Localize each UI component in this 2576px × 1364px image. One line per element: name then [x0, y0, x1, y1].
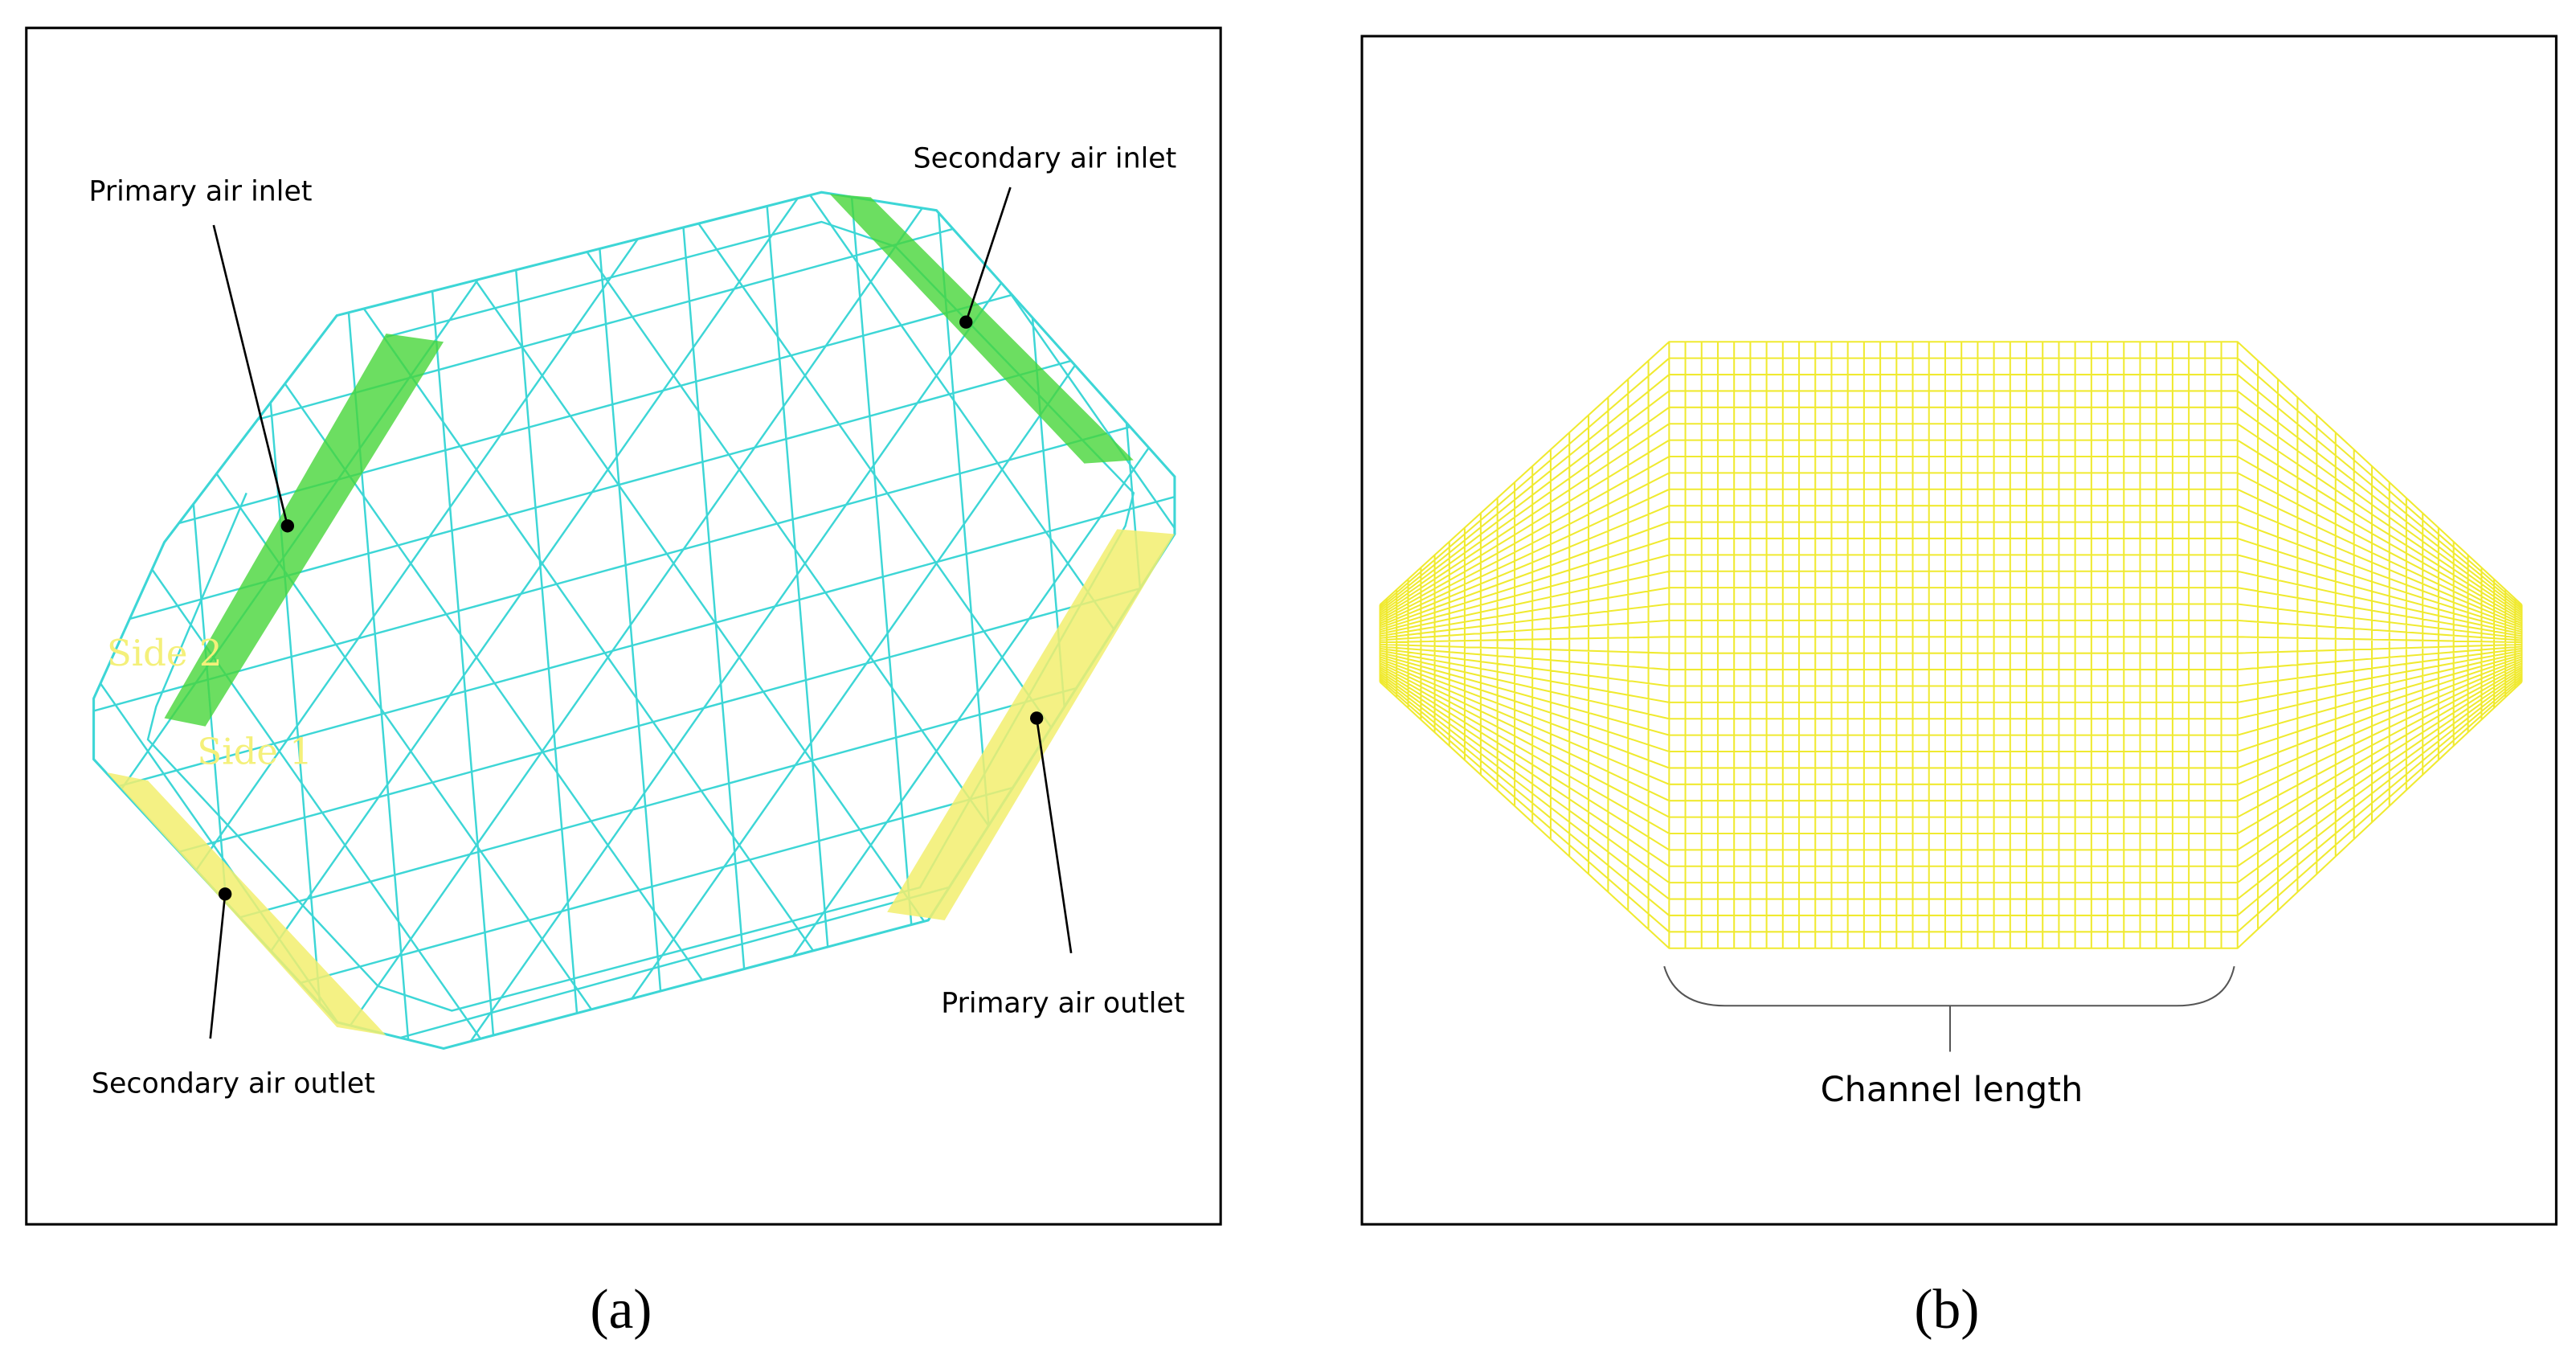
panel-a: Side 2 Side 1 Primary air inlet Secondar…: [25, 27, 1222, 1341]
leader-dots: [218, 315, 1044, 901]
mesh: [1379, 341, 2523, 949]
leader-dot: [959, 315, 973, 329]
leader-line: [212, 224, 289, 526]
leaders: [209, 186, 1073, 1039]
primary-outlet-strip: [887, 529, 1175, 920]
wire-line: [93, 557, 1175, 889]
secondary-outlet-strip: [106, 772, 386, 1036]
wire-line: [919, 192, 1175, 1049]
annotation: Primary air inlet: [89, 175, 313, 207]
side-label: Side 2: [107, 632, 222, 674]
annotation: Primary air outlet: [941, 987, 1184, 1019]
primary-inlet-strip: [164, 334, 444, 727]
leader-line: [1035, 718, 1073, 954]
wireframe-outline: [92, 190, 1176, 1051]
wire-line: [93, 393, 1175, 724]
leader-line: [209, 894, 227, 1039]
leader-line: [965, 186, 1012, 323]
annotation: Secondary air outlet: [92, 1068, 375, 1100]
caption: (a): [590, 1279, 652, 1341]
wire-line: [505, 192, 590, 1049]
wire-line: [590, 192, 675, 1049]
wire-line: [93, 475, 1175, 807]
secondary-inlet-strip: [829, 194, 1134, 464]
brace: [1663, 965, 2235, 1052]
leader-dot: [280, 519, 295, 533]
panel-frame: [1360, 35, 2558, 1226]
panel-b: Channel length (b): [1360, 35, 2558, 1341]
wire-line: [333, 192, 419, 1049]
leader-dot: [1030, 711, 1044, 725]
leader-dot: [218, 887, 232, 901]
side-label: Side 1: [197, 731, 313, 773]
annotation: Secondary air inlet: [914, 143, 1177, 175]
annotation: Channel length: [1821, 1070, 2083, 1110]
wire-line: [419, 192, 504, 1049]
caption: (b): [1914, 1279, 1979, 1341]
